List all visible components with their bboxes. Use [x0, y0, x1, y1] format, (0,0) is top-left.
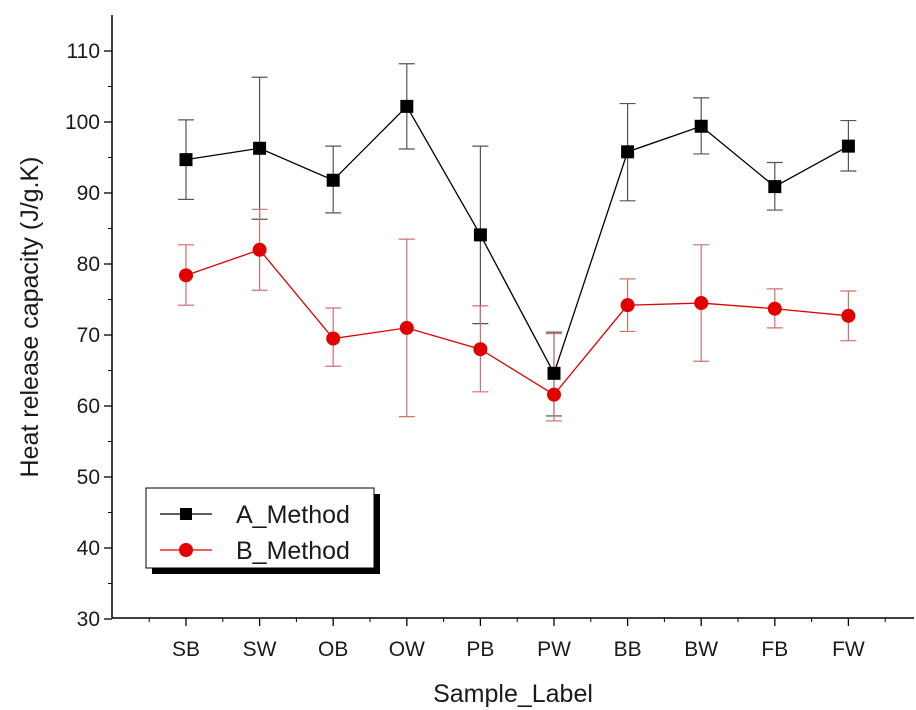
point-b [473, 342, 488, 357]
y-tick-label: 110 [67, 40, 100, 63]
point-b [399, 320, 414, 335]
legend-b-label: B_Method [236, 537, 350, 565]
y-tick-label: 70 [77, 324, 100, 347]
x-tick-label: BB [614, 638, 642, 661]
legend-b-marker [179, 543, 193, 557]
x-tick-label: PW [537, 638, 571, 661]
y-tick-label: 30 [77, 608, 100, 631]
series-line-b [185, 249, 849, 396]
x-tick-label: PB [466, 638, 494, 661]
x-tick-label: BW [684, 638, 718, 661]
point-b [620, 298, 635, 313]
point-b [841, 308, 856, 323]
legend-a-marker [180, 508, 192, 520]
series-lines [185, 105, 849, 396]
tick-labels: 30 40 50 60 70 80 90 100 110 SB SW OB OW PB PW BB BW FB FW [65, 40, 865, 661]
point-a [694, 119, 708, 133]
y-tick-label: 90 [77, 182, 100, 205]
y-tick-label: 100 [65, 111, 100, 134]
x-tick-label: OW [389, 638, 425, 661]
legend: A_Method B_Method [145, 487, 380, 574]
point-a [179, 153, 193, 167]
point-a [547, 366, 561, 380]
point-b [179, 268, 193, 283]
point-b [547, 387, 561, 402]
point-b [767, 301, 782, 316]
point-b [252, 242, 267, 257]
point-a [768, 180, 782, 194]
point-a [326, 173, 340, 187]
y-axis-title: Heat release capacity (J/g.K) [16, 157, 44, 478]
series-markers [179, 99, 856, 402]
y-tick-label: 80 [77, 253, 100, 276]
x-tick-label: FW [832, 638, 865, 661]
point-a [621, 145, 635, 159]
x-tick-label: SW [243, 638, 277, 661]
y-tick-label: 60 [77, 395, 100, 418]
series-line-a [185, 105, 849, 375]
point-a [473, 228, 487, 242]
x-tick-label: OB [318, 638, 348, 661]
axes [104, 15, 914, 626]
legend-a-label: A_Method [236, 501, 350, 529]
x-tick-label: SB [172, 638, 200, 661]
point-b [326, 331, 341, 346]
point-a [400, 99, 414, 113]
x-axis-title: Sample_Label [433, 680, 593, 708]
error-bars [178, 63, 857, 422]
point-a [253, 141, 267, 155]
y-tick-label: 40 [77, 537, 100, 560]
y-tick-label: 50 [77, 466, 100, 489]
point-b [694, 296, 709, 311]
point-a [841, 139, 855, 153]
x-tick-label: FB [761, 638, 788, 661]
